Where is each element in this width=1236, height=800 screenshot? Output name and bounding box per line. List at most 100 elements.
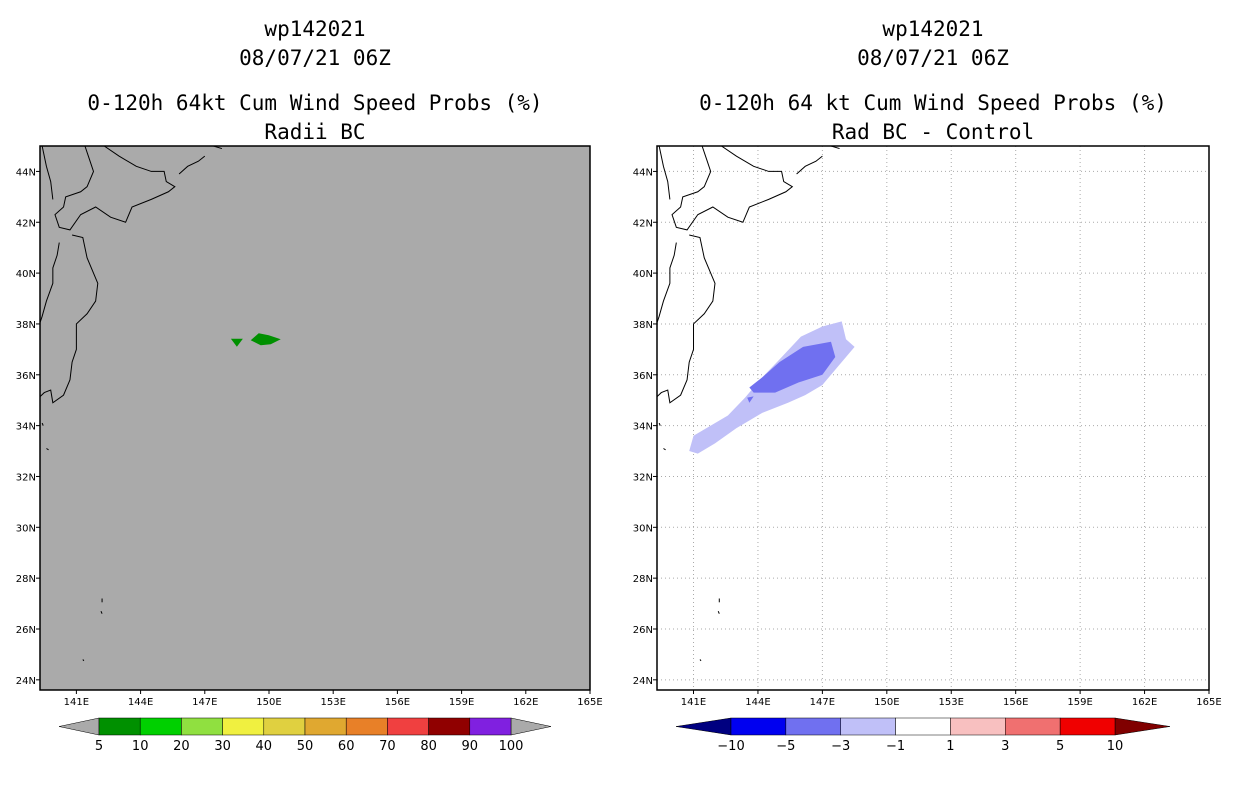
left-panel-title: wp142021 08/07/21 06Z (40, 15, 590, 73)
right-panel-title: wp142021 08/07/21 06Z (657, 15, 1209, 73)
right-map-panel: 141E 144E 147E 150E 153E 156E 159E 162E 165E 44N 4… (633, 145, 1222, 708)
coastline-izu1 (41, 422, 44, 426)
x-tick-label: 165E (577, 697, 602, 708)
y-tick-label: 42N (633, 218, 653, 229)
colorbar-label: 60 (338, 739, 355, 754)
colorbar-box (469, 717, 512, 736)
x-tick-label: 162E (1132, 697, 1157, 708)
coastline-kurile (796, 155, 823, 175)
x-tick-label: 141E (64, 697, 89, 708)
coastline-bonin2 (100, 611, 103, 614)
y-tick-label: 38N (633, 320, 653, 331)
y-tick-label: 34N (16, 422, 36, 433)
y-tick-label: 40N (633, 269, 653, 280)
coastline-honshu (657, 234, 716, 404)
y-tick-label: 36N (633, 371, 653, 382)
y-tick-label: 24N (16, 676, 36, 687)
colorbar-left-arrow (675, 717, 732, 736)
right-map-frame (656, 145, 1210, 691)
y-tick-label: 40N (16, 269, 36, 280)
coastline-izu2 (663, 448, 666, 451)
x-tick-label: 165E (1196, 697, 1221, 708)
coastline-kurile (178, 155, 206, 175)
left-chart-subtitle: Radii BC (264, 120, 366, 144)
left-colorbar: 5 10 20 30 40 50 60 70 80 90 100 (58, 717, 552, 754)
colorbar-right-arrow (510, 717, 552, 736)
colorbar-label: 50 (297, 739, 314, 754)
colorbar-label: −1 (886, 739, 905, 754)
x-tick-label: 150E (874, 697, 899, 708)
left-storm-id: wp142021 (264, 17, 366, 41)
prob-5-10-speck (230, 338, 243, 347)
y-tick-label: 30N (633, 523, 653, 534)
y-tick-label: 36N (16, 371, 36, 382)
coastline-hokkaido (671, 146, 794, 231)
x-tick-label: 153E (320, 697, 345, 708)
colorbar-box (139, 717, 182, 736)
x-tick-label: 144E (128, 697, 153, 708)
coastline-honshu (40, 234, 99, 404)
x-tick-label: 156E (1003, 697, 1028, 708)
x-tick-label: 159E (449, 697, 474, 708)
diff-minus3-to-minus5-core (749, 341, 836, 393)
x-tick-label: 153E (939, 697, 964, 708)
colorbar-box (1005, 717, 1061, 736)
colorbar-label: −3 (831, 739, 850, 754)
x-tick-label: 147E (192, 697, 217, 708)
colorbar-left-arrow (58, 717, 100, 736)
y-tick-label: 38N (16, 320, 36, 331)
colorbar-box (730, 717, 787, 736)
colorbar-box (345, 717, 388, 736)
coastline-hokkaido (54, 146, 176, 231)
y-tick-label: 32N (16, 472, 36, 483)
coastline-bonin2 (717, 611, 720, 614)
colorbar-label: 5 (1056, 739, 1064, 754)
x-tick-label: 159E (1067, 697, 1092, 708)
colorbar-box (428, 717, 471, 736)
left-map-frame (39, 145, 591, 691)
colorbar-label: 10 (1107, 739, 1124, 754)
colorbar-right-arrow (1114, 717, 1171, 736)
right-chart-title: 0-120h 64 kt Cum Wind Speed Probs (%) (699, 91, 1167, 115)
colorbar-label: −10 (717, 739, 744, 754)
colorbar-box (98, 717, 141, 736)
x-tick-label: 141E (681, 697, 706, 708)
y-tick-label: 32N (633, 472, 653, 483)
left-map-background (40, 146, 590, 690)
coastline-izu2 (46, 448, 49, 451)
x-tick-label: 147E (810, 697, 835, 708)
y-tick-label: 26N (16, 625, 36, 636)
coastline-izu1 (658, 422, 661, 426)
x-tick-label: 144E (745, 697, 770, 708)
colorbar-box (181, 717, 223, 736)
colorbar-box (304, 717, 347, 736)
colorbar-label: 20 (173, 739, 190, 754)
left-chart-title: 0-120h 64kt Cum Wind Speed Probs (%) (87, 91, 543, 115)
colorbar-label: −5 (776, 739, 795, 754)
colorbar-label: 30 (214, 739, 231, 754)
colorbar-box (785, 717, 841, 736)
y-tick-label: 44N (16, 167, 36, 178)
y-tick-label: 30N (16, 523, 36, 534)
right-colorbar: −10 −5 −3 −1 1 3 5 10 (675, 717, 1171, 754)
colorbar-box (387, 717, 429, 736)
right-chart-subtitle: Rad BC - Control (831, 120, 1035, 144)
y-tick-label: 28N (633, 574, 653, 585)
y-tick-label: 24N (633, 676, 653, 687)
y-tick-label: 28N (16, 574, 36, 585)
right-panel-subtitle: 0-120h 64 kt Cum Wind Speed Probs (%) Ra… (657, 89, 1209, 147)
colorbar-box (895, 717, 951, 736)
colorbar-box (840, 717, 896, 736)
colorbar-label: 5 (95, 739, 103, 754)
left-panel-subtitle: 0-120h 64kt Cum Wind Speed Probs (%) Rad… (40, 89, 590, 147)
left-date: 08/07/21 06Z (239, 46, 391, 70)
coastline-honshuwest (657, 242, 677, 325)
coastline-westcoast (41, 146, 54, 200)
colorbar-label: 40 (256, 739, 273, 754)
colorbar-label: 80 (420, 739, 437, 754)
prob-5-10-area (250, 333, 281, 346)
colorbar-box (263, 717, 306, 736)
diff-core-speck (747, 396, 754, 403)
x-tick-label: 162E (513, 697, 538, 708)
